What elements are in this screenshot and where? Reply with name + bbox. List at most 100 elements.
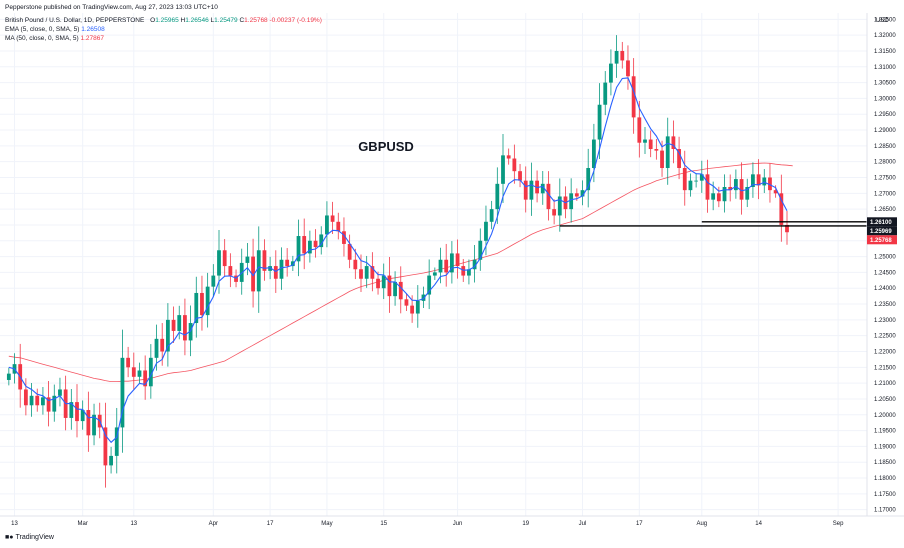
candle-body xyxy=(467,269,471,276)
candle-body xyxy=(609,63,613,83)
candle-body xyxy=(137,370,142,377)
time-tick-label: Aug xyxy=(696,521,707,527)
candle-body xyxy=(109,455,113,466)
candle-body xyxy=(171,319,176,331)
candle-body xyxy=(120,357,125,428)
candle-body xyxy=(302,236,307,254)
candle-body xyxy=(58,389,62,396)
candle-body xyxy=(177,315,182,331)
candle-body xyxy=(427,275,432,295)
candle-body xyxy=(501,155,505,184)
candle-body xyxy=(154,338,159,358)
candle-body xyxy=(353,259,358,270)
candle-body xyxy=(376,278,380,289)
price-tick-label: 1.19000 xyxy=(874,444,896,450)
price-tick-label: 1.22500 xyxy=(874,334,896,340)
time-tick-label: May xyxy=(321,521,332,527)
candle-body xyxy=(472,259,477,270)
candle-body xyxy=(626,60,630,77)
ma-legend[interactable]: MA (50, close, 0, SMA, 5) 1.27867 xyxy=(5,35,104,42)
price-tick-label: 1.22000 xyxy=(874,349,896,355)
candle-body xyxy=(671,136,676,150)
candle-body xyxy=(523,180,528,200)
chart-title: GBPUSD xyxy=(358,139,414,154)
time-tick-label: Mar xyxy=(78,521,88,527)
candle-body xyxy=(336,221,341,232)
candle-body xyxy=(52,395,57,412)
candle-body xyxy=(620,50,625,61)
time-tick-label: 13 xyxy=(11,521,18,527)
candle-body xyxy=(569,193,574,210)
price-tick-label: 1.23500 xyxy=(874,302,896,308)
candle-body xyxy=(41,397,45,406)
candle-body xyxy=(574,193,579,197)
price-tick-label: 1.25000 xyxy=(874,255,896,261)
candle-body xyxy=(580,190,585,197)
ema-legend[interactable]: EMA (5, close, 0, SMA, 5) 1.26508 xyxy=(5,26,105,33)
price-label-text: 1.26100 xyxy=(870,220,892,226)
candle-body xyxy=(546,183,551,210)
currency-label: USD xyxy=(876,18,889,24)
price-tick-label: 1.21000 xyxy=(874,381,896,387)
time-tick-label: 14 xyxy=(755,521,762,527)
ma-value: 1.27867 xyxy=(80,35,105,42)
candle-body xyxy=(143,370,148,387)
candle-body xyxy=(319,234,324,248)
candle-body xyxy=(381,275,386,289)
candle-body xyxy=(660,150,664,169)
price-label-box xyxy=(867,226,897,236)
price-tick-label: 1.20500 xyxy=(874,397,896,403)
candle-body xyxy=(688,180,693,191)
candle-body xyxy=(205,286,210,316)
price-axis: 1.17000 1.17500 1.18000 1.18500 1.19000 1.195… xyxy=(874,17,896,513)
price-tick-label: 1.30000 xyxy=(874,96,896,102)
price-tick-label: 1.30500 xyxy=(874,81,896,87)
candle-body xyxy=(711,193,716,200)
candle-body xyxy=(279,259,284,279)
price-tick-label: 1.29000 xyxy=(874,128,896,134)
high-value: 1.26546 xyxy=(185,17,209,24)
candle-body xyxy=(234,275,238,282)
candle-body xyxy=(256,250,261,292)
candle-body xyxy=(6,373,11,380)
price-tick-label: 1.31500 xyxy=(874,49,896,55)
candle-body xyxy=(103,427,108,466)
low-label: L xyxy=(210,17,215,24)
candle-body xyxy=(597,104,602,140)
candle-body xyxy=(677,149,681,169)
tradingview-watermark[interactable]: ■● TradingView xyxy=(5,534,54,541)
candle-body xyxy=(398,281,403,300)
candle-body xyxy=(438,259,443,273)
candle-body xyxy=(699,174,704,181)
change-value: -0.00237 (-0.19%) xyxy=(269,17,322,24)
candle-body xyxy=(591,139,596,169)
grid-lines xyxy=(0,13,867,516)
candle-body xyxy=(126,357,131,368)
candle-body xyxy=(268,266,273,271)
price-tick-label: 1.17000 xyxy=(874,508,896,514)
candle-body xyxy=(188,323,193,341)
candle-body xyxy=(86,410,91,436)
price-tick-label: 1.24500 xyxy=(874,270,896,276)
candle-body xyxy=(603,82,608,105)
candle-body xyxy=(654,149,659,151)
candle-body xyxy=(296,236,301,262)
candle-body xyxy=(410,305,415,314)
candle-body xyxy=(285,259,290,267)
candle-body xyxy=(364,266,369,279)
candle-body xyxy=(211,275,216,287)
candle-body xyxy=(245,256,250,263)
candle-body xyxy=(222,250,227,267)
candle-body xyxy=(131,367,136,377)
candle-body xyxy=(643,139,647,143)
candle-body xyxy=(342,231,346,244)
price-tick-label: 1.27500 xyxy=(874,176,896,182)
candle-body xyxy=(762,177,767,186)
time-tick-label: Apr xyxy=(209,521,218,527)
candle-body xyxy=(370,266,375,279)
candle-body xyxy=(461,266,466,276)
candle-body xyxy=(217,250,221,276)
candle-body xyxy=(194,292,199,324)
